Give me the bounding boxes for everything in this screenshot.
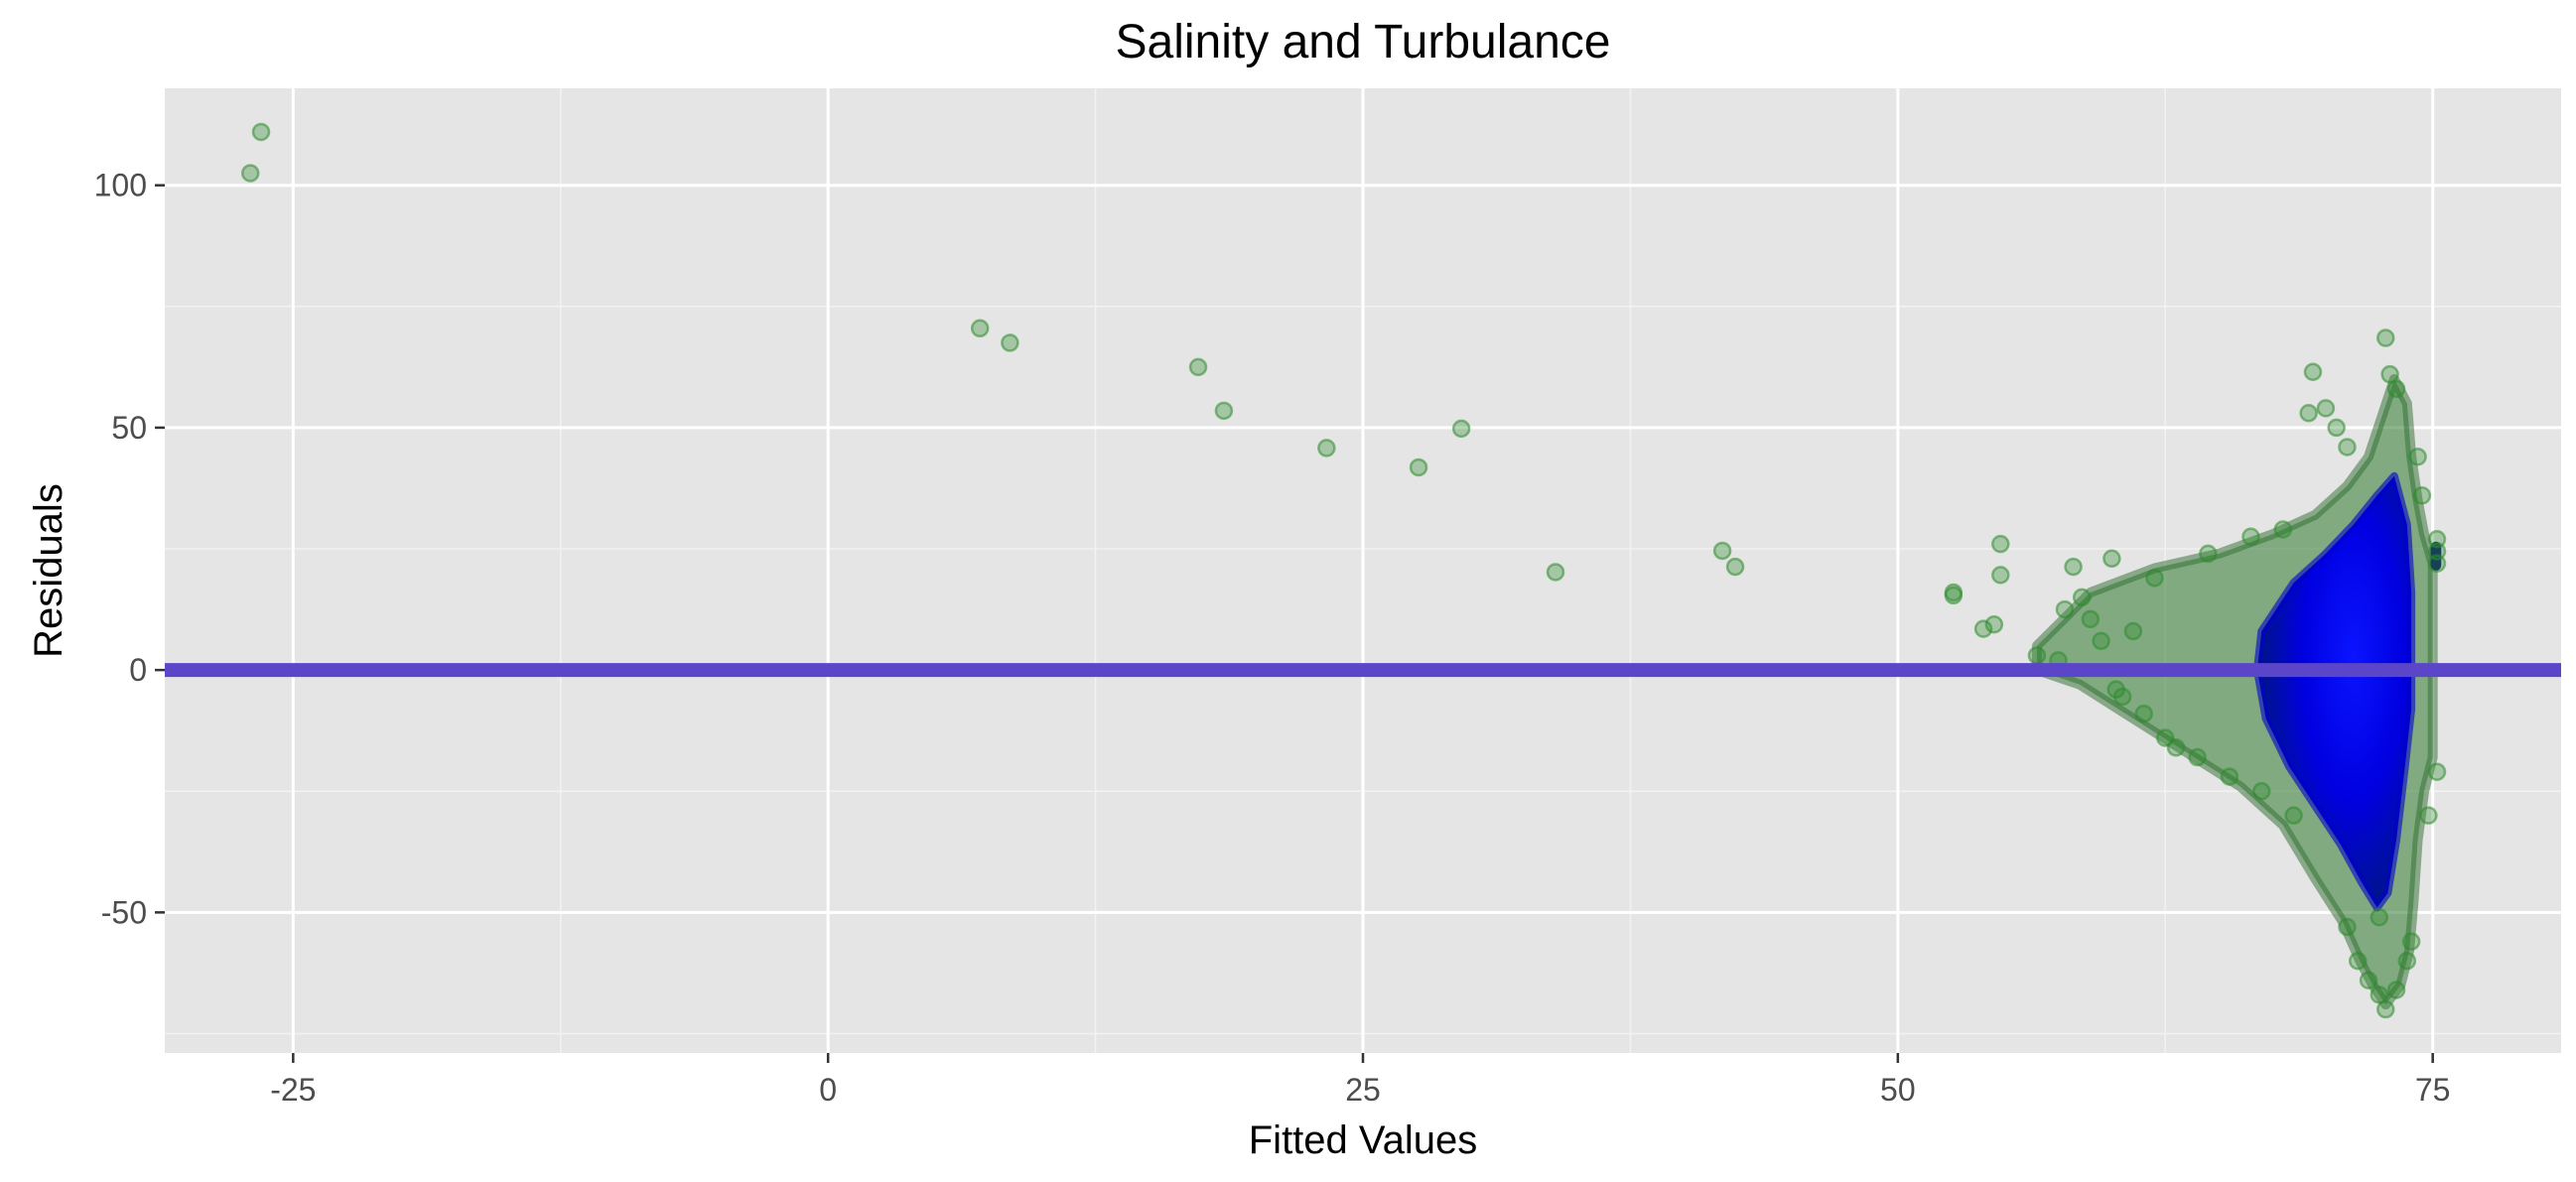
y-axis-title: Residuals (27, 483, 70, 658)
data-point (2027, 646, 2047, 665)
data-point (2092, 631, 2110, 651)
data-point (240, 164, 260, 183)
data-point (1409, 458, 1428, 477)
data-point (1991, 534, 2010, 554)
data-point (1712, 541, 1732, 561)
x-tick-label: 25 (1345, 1072, 1381, 1108)
data-point (2376, 999, 2395, 1019)
data-point (970, 319, 990, 338)
x-tick-label: 50 (1880, 1072, 1916, 1108)
data-point (2348, 951, 2368, 971)
chart-title: Salinity and Turbulance (1116, 16, 1611, 68)
y-tick-label: 50 (111, 410, 147, 446)
y-tick-label: 0 (129, 652, 147, 688)
data-point (2134, 704, 2153, 723)
data-point (1451, 419, 1471, 439)
data-point (2370, 907, 2389, 927)
data-point (1944, 586, 1964, 605)
data-point (2102, 549, 2121, 569)
data-point (2112, 687, 2132, 707)
x-axis-title: Fitted Values (1249, 1118, 1478, 1162)
dense-cloud-green (2031, 374, 2438, 1010)
dense-cloud-blue (2252, 471, 2416, 912)
data-point (2199, 544, 2218, 564)
data-point (2427, 762, 2447, 781)
x-tick-label: 0 (819, 1072, 837, 1108)
data-point (1725, 557, 1745, 577)
data-point (1984, 614, 2004, 634)
data-point (2188, 747, 2207, 767)
data-point (2338, 917, 2357, 937)
data-point (2316, 399, 2336, 418)
data-point (2412, 486, 2432, 505)
data-point (2397, 951, 2417, 971)
data-point (2303, 362, 2323, 381)
data-point (2386, 379, 2406, 399)
data-point (2123, 621, 2143, 641)
data-point (2072, 588, 2092, 607)
x-axis-ticks: -25 0 25 50 75 (270, 1053, 2450, 1108)
data-point (2408, 447, 2427, 466)
data-point (2220, 767, 2239, 786)
data-point (1188, 357, 1208, 377)
y-tick-label: -50 (101, 894, 147, 930)
data-point (2327, 418, 2346, 438)
data-point (2401, 932, 2421, 951)
data-point (2055, 599, 2075, 619)
data-point (2386, 981, 2406, 999)
data-point (2284, 806, 2303, 825)
data-point (2380, 364, 2399, 384)
data-point (2419, 806, 2438, 825)
data-point (2273, 520, 2293, 539)
data-point (1546, 563, 1565, 582)
data-point (1317, 439, 1336, 458)
data-point (2299, 404, 2318, 423)
y-axis-ticks: -50 0 50 100 (94, 168, 165, 930)
data-point (2252, 781, 2271, 801)
data-point (2166, 738, 2186, 757)
y-tick-label: 100 (94, 168, 147, 203)
data-point (2427, 554, 2447, 573)
data-point (251, 122, 271, 142)
data-point (1214, 401, 1234, 421)
data-point (2081, 609, 2101, 629)
x-tick-label: 75 (2415, 1072, 2451, 1108)
data-point (2376, 328, 2395, 347)
residual-points (240, 122, 2447, 1019)
data-point (2145, 569, 2164, 588)
data-point (2370, 985, 2389, 1004)
data-point (1991, 566, 2010, 585)
data-point (2064, 557, 2083, 577)
data-point (1001, 333, 1019, 352)
data-point (2241, 527, 2260, 547)
data-point (2359, 971, 2378, 989)
data-point (2338, 438, 2357, 457)
dense-point-cloud (2031, 374, 2442, 1010)
x-tick-label: -25 (270, 1072, 316, 1108)
